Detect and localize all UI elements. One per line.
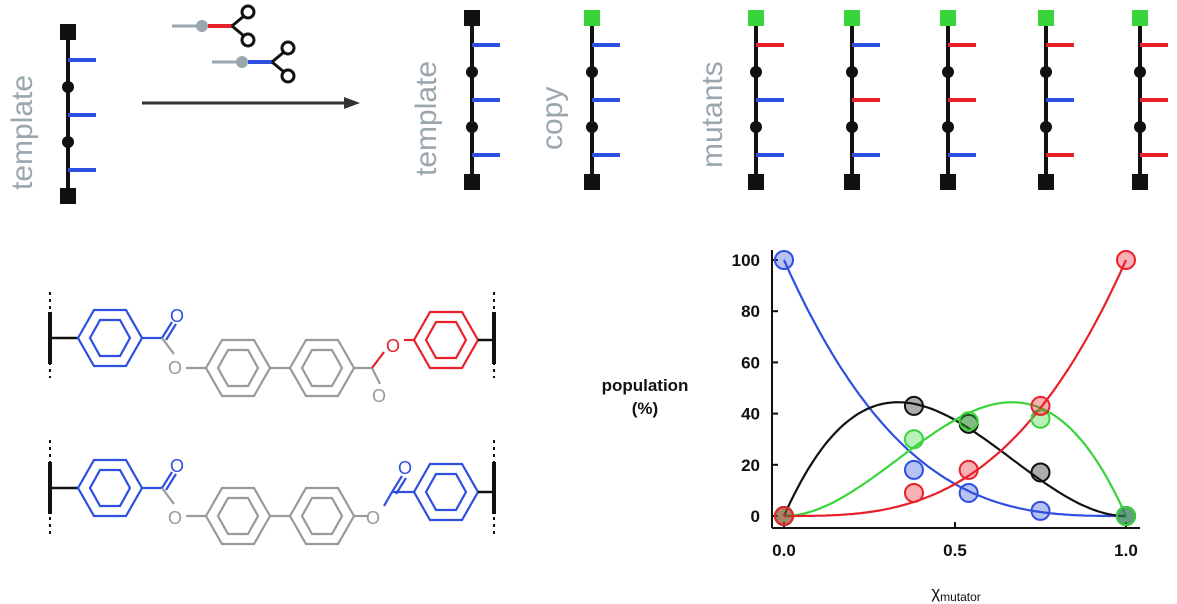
mutant-chain: [940, 10, 976, 190]
template-label-right: template: [410, 61, 443, 176]
x-tick-label: 0.0: [772, 541, 796, 560]
backbone-node: [1040, 121, 1052, 133]
oxygen-carbonyl-1: O: [170, 306, 184, 326]
y-tick-label: 60: [741, 353, 760, 372]
y-tick-label: 20: [741, 456, 760, 475]
copy-label: copy: [536, 87, 569, 150]
y-tick-label: 0: [751, 507, 760, 526]
backbone-node: [750, 66, 762, 78]
scissors-icon: [271, 40, 296, 84]
backbone-node: [1134, 121, 1146, 133]
scissors-monomer-blue: [212, 40, 296, 84]
y-tick-label: 100: [732, 251, 760, 270]
oxygen-ester-2: O: [386, 336, 400, 356]
fit-curve: [782, 259, 1126, 518]
data-point: [958, 459, 979, 480]
mutant-chain: [844, 10, 880, 190]
population-chart: population (%) χmutator 0 20 40 60 80 100 0.0 0…: [602, 250, 1140, 604]
scissors-icon: [231, 4, 256, 48]
copy-end-green: [748, 10, 764, 26]
backbone-node: [942, 66, 954, 78]
y-tick-label: 80: [741, 302, 760, 321]
backbone-node: [1134, 66, 1146, 78]
mutants-label: mutants: [696, 61, 729, 168]
fit-curve: [784, 259, 1128, 518]
fit-curve: [783, 401, 1128, 518]
x-axis-label-sub: mutator: [940, 590, 981, 604]
data-point: [958, 411, 979, 432]
data-point: [1030, 500, 1051, 521]
mutant-chain: [748, 10, 784, 190]
scissors-monomer-red: [172, 4, 256, 48]
x-tick-label: 0.5: [943, 541, 967, 560]
chain-end-black: [844, 174, 860, 190]
copy-end-green: [1038, 10, 1054, 26]
reaction-arrow: [142, 97, 360, 109]
data-point: [958, 482, 979, 503]
data-point: [903, 429, 924, 450]
x-axis-label: χmutator: [931, 583, 981, 604]
copy-end-green: [940, 10, 956, 26]
mutant-chain: [1132, 10, 1168, 190]
data-point: [774, 250, 794, 270]
x-axis-label-main: χ: [931, 583, 940, 602]
data-point: [903, 459, 924, 480]
mutant-chain: [1038, 10, 1074, 190]
template-left-chain: [60, 24, 96, 204]
data-point: [903, 395, 924, 416]
chain-end-black: [748, 174, 764, 190]
template-right-chain: [464, 10, 500, 190]
template-label-left: template: [6, 75, 39, 190]
data-point: [1030, 395, 1051, 416]
backbone-node: [942, 121, 954, 133]
oxygen-ester-3: O: [168, 508, 182, 528]
copy-end-green: [844, 10, 860, 26]
backbone-node: [846, 66, 858, 78]
chain-end-black: [940, 174, 956, 190]
y-axis-label-line2: (%): [632, 399, 658, 418]
x-tick-label: 1.0: [1114, 541, 1138, 560]
y-axis-label-line1: population: [602, 376, 689, 395]
data-point: [1116, 506, 1136, 526]
y-tick-label: 40: [741, 405, 760, 424]
data-point: [774, 506, 794, 526]
oxygen-carbonyl-2: O: [372, 386, 386, 406]
backbone-node: [1040, 66, 1052, 78]
backbone-node: [846, 121, 858, 133]
oxygen-carbonyl-4: O: [398, 458, 412, 478]
oxygen-ester-4: O: [366, 508, 380, 528]
structure-top: [48, 292, 496, 398]
chain-end-black: [1038, 174, 1054, 190]
chain-end-black: [1132, 174, 1148, 190]
copy-chain: [584, 10, 620, 190]
backbone-node: [750, 121, 762, 133]
oxygen-ester-1: O: [168, 358, 182, 378]
copy-end-green: [1132, 10, 1148, 26]
mutant-chains: [748, 10, 1168, 190]
data-point: [903, 482, 924, 503]
data-point: [1030, 462, 1051, 483]
structure-bottom: [48, 440, 496, 546]
data-point: [1116, 250, 1136, 270]
oxygen-carbonyl-3: O: [170, 456, 184, 476]
